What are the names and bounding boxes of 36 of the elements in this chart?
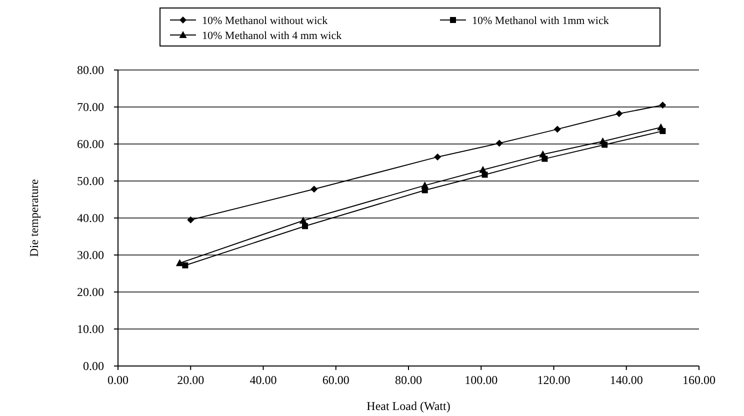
x-tick-label: 60.00	[322, 373, 350, 387]
point	[554, 126, 561, 133]
point	[434, 153, 442, 160]
y-tick-label: 40.00	[77, 211, 104, 226]
x-tick-label: 160.00	[682, 373, 716, 387]
y-tick-label: 70.00	[77, 100, 104, 114]
x-tick-label: 40.00	[250, 373, 277, 387]
x-tick-label: 80.00	[395, 373, 422, 387]
point	[302, 223, 308, 230]
point	[479, 166, 487, 173]
legend-label: 10% Methanol with 4 mm wick	[202, 30, 342, 42]
x-axis-title: Heat Load (Watt)	[366, 399, 450, 413]
y-tick-label: 10.00	[77, 322, 104, 336]
x-tick-label: 0.00	[108, 373, 128, 387]
legend-label: 10% Methanol without wick	[202, 14, 328, 27]
y-tick-label: 0.00	[83, 359, 104, 374]
y-tick-label: 20.00	[77, 285, 104, 300]
point	[616, 110, 623, 118]
legend-label: 10% Methanol with 1mm wick	[472, 14, 610, 27]
point	[299, 216, 307, 224]
point	[496, 140, 503, 147]
point	[539, 150, 547, 158]
point	[659, 102, 666, 109]
point	[187, 216, 194, 224]
x-tick-label: 100.00	[464, 373, 498, 387]
y-axis-title: Die temperature	[27, 179, 41, 257]
point	[421, 181, 429, 188]
y-tick-label: 50.00	[77, 174, 104, 188]
x-tick-label: 120.00	[537, 373, 570, 387]
x-tick-label: 20.00	[177, 373, 204, 387]
y-tick-label: 30.00	[77, 248, 104, 262]
x-tick-label: 140.00	[610, 373, 643, 387]
point	[310, 186, 318, 193]
y-tick-label: 60.00	[77, 137, 104, 152]
point	[182, 262, 188, 268]
y-tick-label: 80.00	[77, 63, 104, 78]
